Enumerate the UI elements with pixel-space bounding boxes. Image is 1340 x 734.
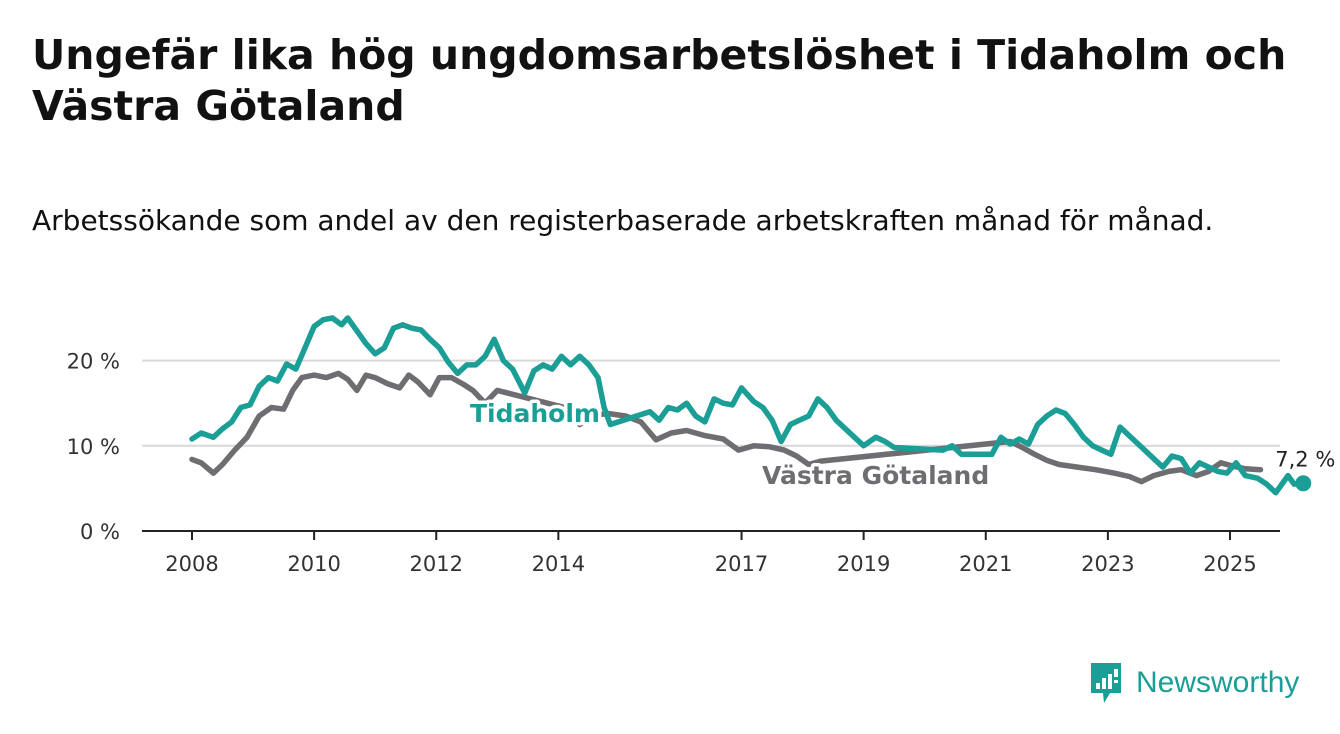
brand[interactable]: Newsworthy [1088,660,1299,706]
chart-subtitle: Arbetssökande som andel av den registerb… [32,204,1214,237]
series-label: Västra Götaland [762,461,989,490]
newsworthy-logo-icon [1091,663,1121,703]
x-axis: 2008 2010 2012 2014 2017 2019 2021 2023 2025 [142,530,1280,576]
y-tick-label: 0 % [80,520,120,544]
x-tick-label: 2012 [410,552,463,576]
x-tick-label: 2008 [165,552,218,576]
y-tick-label: 10 % [67,435,120,459]
end-point-marker [1295,475,1312,492]
x-tick-label: 2019 [837,552,890,576]
x-tick-label: 2021 [959,552,1012,576]
x-tick-label: 2017 [715,552,768,576]
x-tick-label: 2025 [1203,552,1256,576]
x-tick-label: 2014 [532,552,585,576]
series-labels: 7,2 % Tidaholm Västra Götaland [467,396,1336,494]
x-tick-label: 2010 [287,552,340,576]
end-value-label: 7,2 % [1275,447,1335,471]
y-axis: 0 % 10 % 20 % [67,350,120,544]
series-lines [189,315,1312,496]
series-line-v-stra-g-taland [189,370,1264,485]
y-tick-label: 20 % [67,350,120,374]
series-line-tidaholm [189,315,1307,496]
brand-name: Newsworthy [1136,666,1300,699]
x-tick-label: 2023 [1081,552,1134,576]
chart-title: Ungefär lika hög ungdomsarbetslöshet i T… [32,31,1287,130]
line-chart: 2008 2010 2012 2014 2017 2019 2021 2023 2025 0 %… [67,315,1336,576]
series-label: Tidaholm [470,399,600,428]
